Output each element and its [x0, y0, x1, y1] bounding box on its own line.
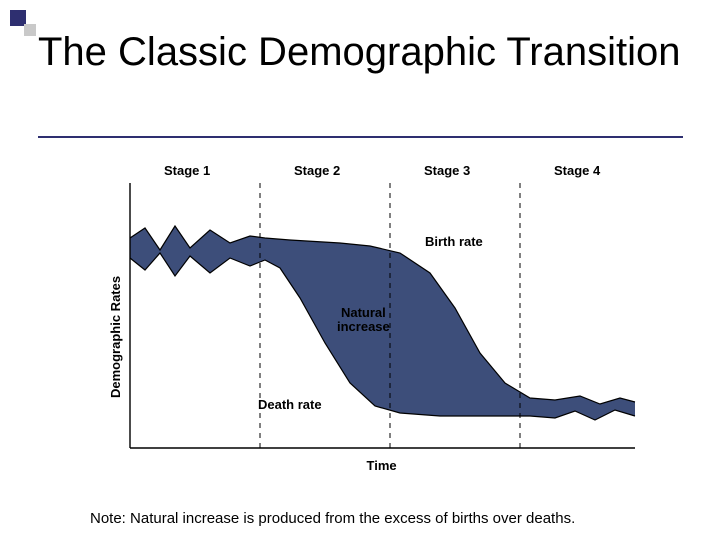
stage-label-3: Stage 3 [424, 163, 470, 178]
death-rate-label: Death rate [258, 398, 322, 412]
stage-label-1: Stage 1 [164, 163, 210, 178]
stage-label-4: Stage 4 [554, 163, 600, 178]
stage-label-2: Stage 2 [294, 163, 340, 178]
y-axis-label: Demographic Rates [108, 276, 123, 398]
corner-decoration [10, 10, 40, 40]
x-axis-label: Time [367, 458, 397, 473]
demographic-transition-chart: Demographic Rates Time Stage 1 Stage 2 S… [90, 158, 650, 478]
slide: The Classic Demographic Transition Demog… [0, 0, 720, 540]
natural-increase-label: Naturalincrease [337, 306, 390, 335]
birth-rate-label: Birth rate [425, 235, 483, 249]
footnote: Note: Natural increase is produced from … [90, 510, 575, 527]
slide-title: The Classic Demographic Transition [38, 30, 690, 74]
title-underline [38, 136, 683, 138]
